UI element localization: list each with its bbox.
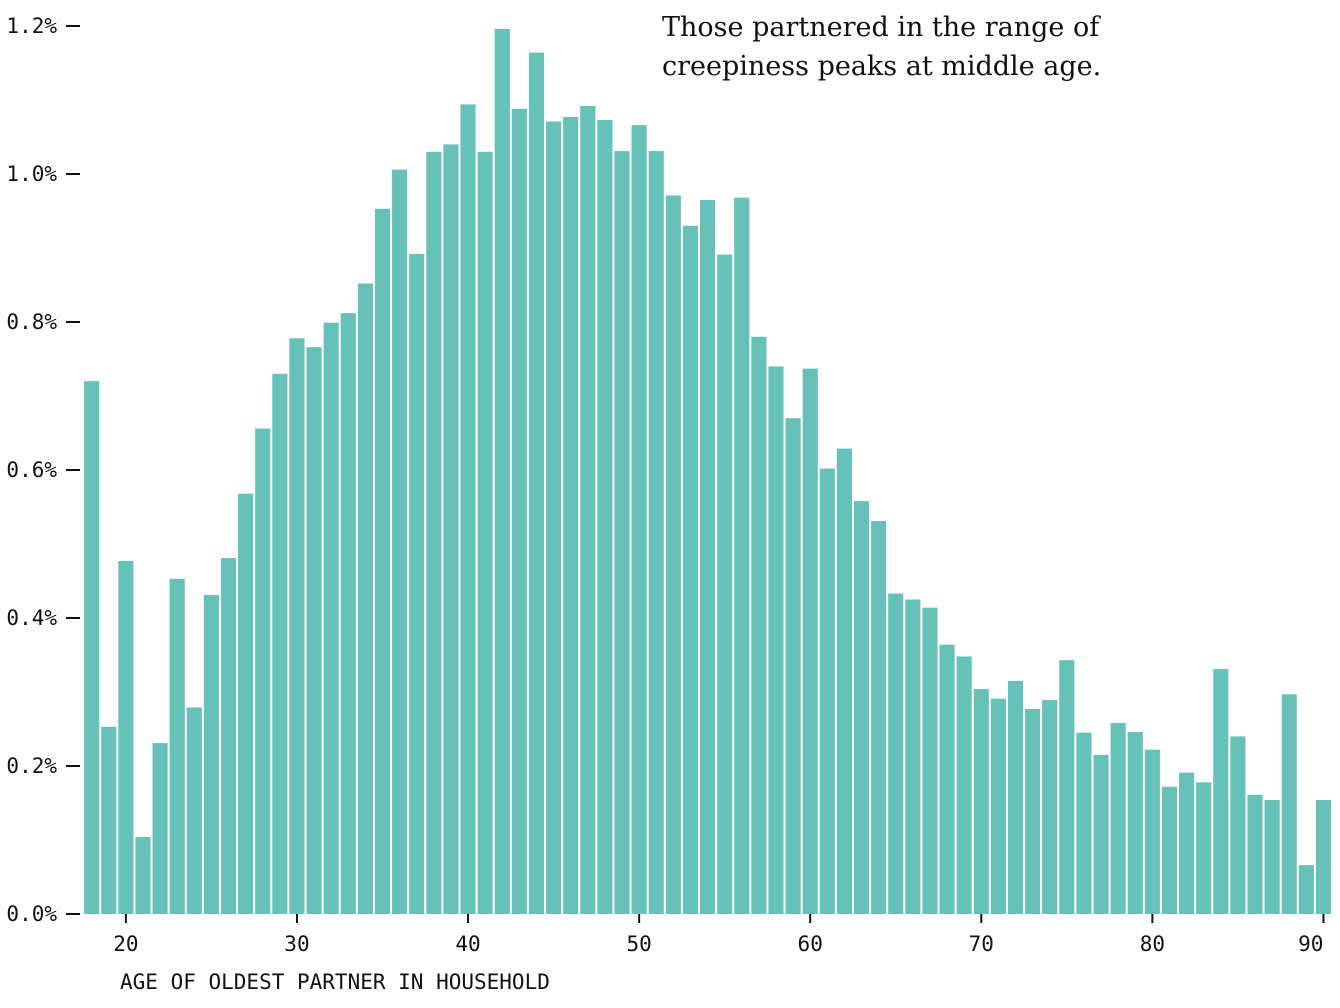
bar-age-36 [392, 169, 408, 914]
bar-age-42 [494, 28, 510, 914]
y-tick-label: 0.8% [6, 310, 57, 334]
bar-age-18 [84, 381, 100, 914]
bar-age-53 [682, 225, 698, 915]
bar-age-23 [169, 578, 185, 914]
bar-age-58 [768, 366, 784, 914]
bar-age-57 [751, 336, 767, 914]
bar-age-83 [1196, 782, 1212, 914]
bar-age-31 [306, 347, 322, 914]
bar-age-88 [1281, 694, 1297, 914]
bar-age-35 [374, 208, 391, 914]
bar-age-20 [118, 561, 134, 914]
y-axis: 0.0% 0.2% 0.4% 0.6% 0.8% 1.0% 1.2% [6, 14, 80, 926]
bar-age-48 [597, 119, 613, 915]
bar-age-54 [700, 199, 716, 914]
bar-age-87 [1264, 800, 1280, 914]
bar-age-51 [648, 151, 664, 914]
bar-age-67 [922, 607, 938, 914]
bar-age-61 [819, 468, 835, 914]
bar-age-79 [1127, 731, 1143, 914]
bar-age-63 [853, 501, 870, 914]
bar-age-82 [1179, 772, 1195, 914]
bar-age-64 [871, 521, 887, 914]
bar-age-74 [1042, 700, 1058, 914]
bar-age-26 [220, 558, 237, 914]
bar-age-44 [528, 52, 545, 914]
bar-age-85 [1230, 736, 1246, 914]
bar-age-70 [973, 689, 989, 914]
bar-age-81 [1161, 786, 1178, 914]
bar-age-22 [152, 743, 168, 914]
bar-age-40 [460, 104, 476, 914]
x-axis-title: AGE OF OLDEST PARTNER IN HOUSEHOLD [120, 970, 550, 994]
y-tick-label: 1.2% [6, 14, 57, 38]
bar-age-37 [409, 253, 425, 915]
bar-age-21 [135, 837, 151, 914]
bar-age-47 [580, 105, 596, 915]
x-tick-label: 50 [626, 932, 651, 956]
y-tick-label: 0.6% [6, 458, 57, 482]
x-tick-label: 30 [284, 932, 309, 956]
bar-age-71 [990, 698, 1006, 914]
bar-age-80 [1144, 749, 1160, 914]
bar-age-62 [836, 448, 852, 914]
bar-age-38 [426, 151, 442, 915]
x-tick-label: 80 [1140, 932, 1165, 956]
bar-age-24 [186, 707, 202, 914]
bar-age-39 [443, 144, 459, 914]
bar-age-89 [1298, 865, 1314, 914]
y-tick-label: 0.0% [6, 902, 57, 926]
bar-age-19 [101, 726, 117, 914]
bar-age-29 [272, 373, 288, 914]
bar-age-49 [614, 151, 630, 914]
bar-age-72 [1007, 680, 1024, 914]
bar-age-30 [289, 338, 305, 914]
bar-age-90 [1315, 800, 1331, 914]
bar-age-55 [717, 254, 733, 914]
x-axis: 20 30 40 50 60 70 80 90 [113, 914, 1325, 956]
bar-age-60 [802, 368, 818, 914]
bar-age-56 [734, 197, 750, 914]
bar-age-46 [563, 117, 579, 914]
bar-age-73 [1025, 709, 1041, 914]
bar-age-75 [1059, 660, 1075, 914]
bar-age-32 [323, 322, 339, 914]
bar-age-25 [203, 595, 219, 914]
bar-age-52 [665, 195, 681, 914]
bar-age-65 [888, 593, 904, 914]
y-tick-label: 0.2% [6, 754, 57, 778]
bar-age-69 [956, 656, 972, 914]
bar-age-34 [357, 283, 373, 914]
bar-age-84 [1213, 669, 1229, 914]
bar-age-50 [631, 125, 647, 914]
bar-age-43 [511, 108, 527, 914]
bar-age-45 [546, 121, 562, 914]
bar-age-59 [785, 418, 801, 914]
bar-age-78 [1110, 723, 1126, 914]
bars-group [84, 28, 1331, 915]
bar-age-66 [905, 599, 921, 914]
bar-age-28 [255, 428, 271, 914]
bar-age-41 [477, 151, 493, 915]
bar-age-68 [939, 644, 955, 914]
x-tick-label: 60 [798, 932, 823, 956]
chart-annotation: Those partnered in the range of creepine… [662, 12, 1102, 82]
x-tick-label: 40 [455, 932, 480, 956]
bar-age-77 [1093, 754, 1109, 914]
bar-age-33 [340, 313, 356, 914]
x-tick-label: 20 [113, 932, 138, 956]
x-tick-label: 90 [1298, 932, 1323, 956]
bar-age-86 [1247, 794, 1263, 914]
x-tick-label: 70 [969, 932, 994, 956]
y-tick-label: 0.4% [6, 606, 57, 630]
y-tick-label: 1.0% [6, 162, 57, 186]
bar-age-76 [1076, 732, 1092, 914]
bar-age-27 [238, 493, 254, 914]
